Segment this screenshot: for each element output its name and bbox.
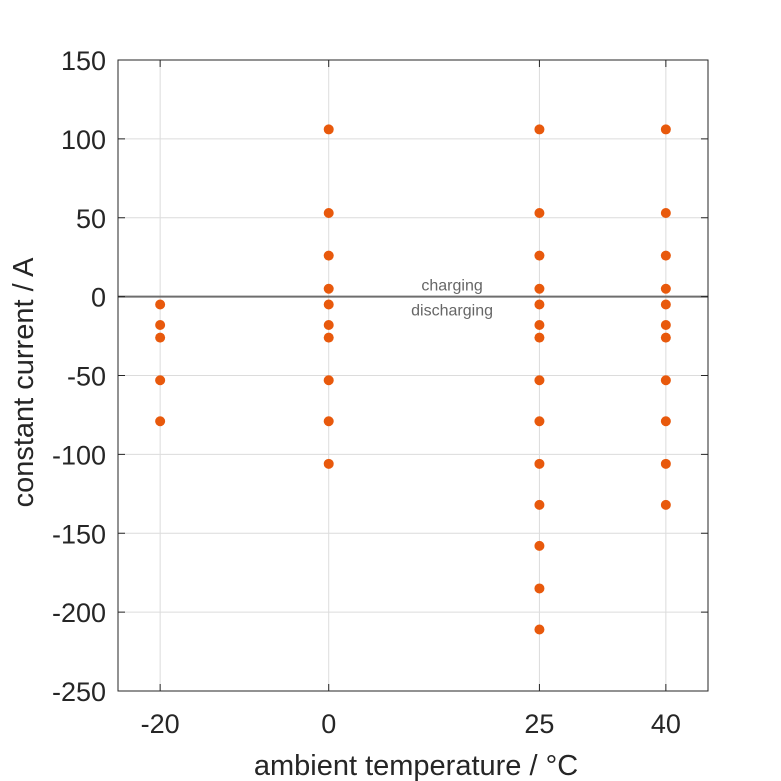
- data-point: [155, 375, 166, 386]
- data-point: [660, 458, 671, 469]
- data-point: [534, 320, 545, 331]
- data-point: [660, 416, 671, 427]
- data-point: [323, 283, 334, 294]
- y-tick-label: -150: [52, 519, 106, 549]
- data-point: [534, 583, 545, 594]
- data-point: [534, 208, 545, 219]
- data-point: [660, 283, 671, 294]
- y-tick-label: 150: [61, 46, 106, 76]
- data-point: [660, 375, 671, 386]
- data-point: [660, 332, 671, 343]
- data-point: [323, 458, 334, 469]
- y-tick-label: -50: [67, 362, 106, 392]
- data-point: [660, 499, 671, 510]
- data-point: [155, 299, 166, 310]
- y-tick-label: -100: [52, 440, 106, 470]
- data-point: [323, 320, 334, 331]
- y-tick-label: 100: [61, 125, 106, 155]
- x-tick-label: 40: [651, 709, 681, 739]
- data-point: [660, 250, 671, 261]
- x-tick-label: 25: [524, 709, 554, 739]
- data-point: [323, 375, 334, 386]
- data-point: [534, 416, 545, 427]
- y-tick-label: -200: [52, 598, 106, 628]
- data-point: [660, 124, 671, 135]
- data-point: [534, 375, 545, 386]
- data-point: [660, 320, 671, 331]
- data-point: [323, 332, 334, 343]
- x-tick-label: -20: [141, 709, 180, 739]
- data-point: [534, 250, 545, 261]
- data-point: [534, 624, 545, 635]
- data-point: [323, 250, 334, 261]
- data-point: [155, 332, 166, 343]
- grid-lines: [118, 59, 708, 692]
- data-point: [534, 124, 545, 135]
- data-point: [660, 299, 671, 310]
- y-tick-label: 50: [76, 204, 106, 234]
- data-point: [323, 124, 334, 135]
- data-point: [323, 299, 334, 310]
- y-tick-label: 0: [91, 283, 106, 313]
- data-point: [660, 208, 671, 219]
- data-point: [155, 416, 166, 427]
- y-axis-ticks: 150 100 50 0 -50 -100 -150 -200 -250: [52, 46, 708, 707]
- y-tick-label: -250: [52, 677, 106, 707]
- annotation-discharging: discharging: [411, 303, 493, 320]
- data-point: [534, 458, 545, 469]
- data-point: [534, 499, 545, 510]
- data-point: [534, 299, 545, 310]
- y-axis-title: constant current / A: [8, 257, 40, 508]
- data-point: [323, 208, 334, 219]
- x-axis-ticks: -20 0 25 40: [141, 60, 681, 739]
- x-axis-title: ambient temperature / °C: [254, 750, 578, 781]
- annotation-charging: charging: [421, 278, 482, 295]
- data-point: [534, 283, 545, 294]
- data-point: [323, 416, 334, 427]
- data-points: [155, 124, 671, 635]
- data-point: [534, 540, 545, 551]
- x-tick-label: 0: [321, 709, 336, 739]
- data-point: [534, 332, 545, 343]
- data-point: [155, 320, 166, 331]
